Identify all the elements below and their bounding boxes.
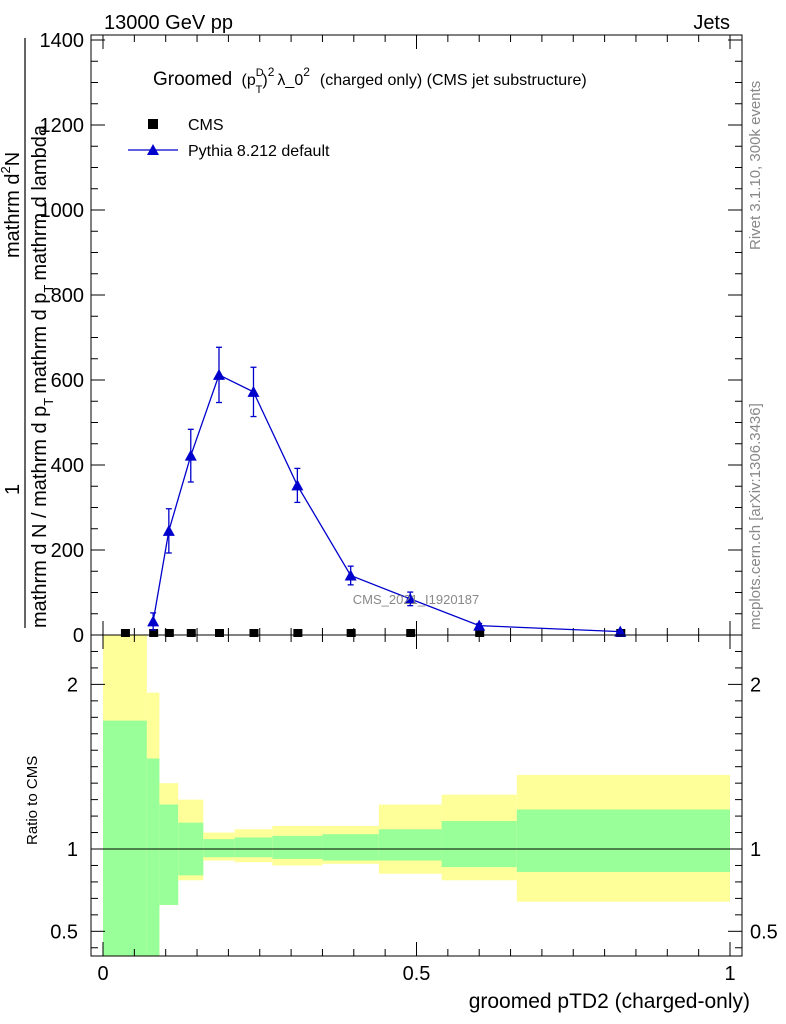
title-lambda-sup: 2 (303, 65, 310, 79)
title-paren-close: ) (262, 72, 267, 89)
analysis-watermark: CMS_2021_I1920187 (353, 592, 480, 607)
cms-point-6 (293, 629, 303, 637)
y-tick-label-3: 600 (51, 370, 84, 392)
x-tick-label-0: 0 (97, 963, 108, 985)
y-label-t1: T (41, 398, 56, 406)
plot-title: Groomed (pD T)2 λ_02 (charged only) (CMS je… (153, 65, 587, 96)
y-label-top-sup: 2 (0, 166, 13, 173)
pythia-line (152, 373, 621, 633)
ratio-axes: 0 0.5 1 0.5 0.5 1 1 2 2 (50, 635, 778, 985)
pythia-point-6 (344, 569, 357, 581)
ratio-y-tick-label-right-1: 1 (750, 839, 761, 861)
y-label-top: mathrm d2N (0, 152, 24, 258)
mcplots-label: mcplots.cern.ch [arXiv:1306.3436] (747, 403, 764, 630)
ratio-y-tick-label-0: 0.5 (50, 921, 78, 943)
cms-point-9 (475, 629, 485, 637)
y-label-mid: mathrm d p (29, 293, 51, 394)
y-axis-label: 1 mathrm d N / mathrm d pTmathrm d pTmat… (0, 38, 56, 628)
y-label-t2: T (41, 285, 56, 293)
cms-point-5 (249, 629, 259, 637)
title-p: p (247, 72, 256, 89)
cms-point-7 (346, 629, 356, 637)
x-tick-label-2: 1 (724, 963, 735, 985)
ratio-band-inner-7 (322, 834, 379, 861)
legend: CMS Pythia 8.212 default (128, 117, 330, 160)
ratio-y-tick-label-right-0: 0.5 (750, 921, 778, 943)
x-tick-label-1: 0.5 (403, 963, 431, 985)
y-tick-label-7: 1400 (40, 30, 85, 52)
ratio-band-inner-4 (203, 839, 235, 858)
pythia-point-3 (212, 368, 225, 380)
y-label-numerator: 1 (2, 484, 24, 495)
y-label-top-d: mathrm d (2, 174, 24, 258)
title-sub-t: T (256, 84, 263, 96)
title-lambda: λ_0 (277, 72, 303, 89)
y-tick-label-0: 0 (73, 625, 84, 647)
pythia-point-2 (184, 449, 197, 461)
legend-marker-pythia (147, 144, 159, 155)
pythia-point-1 (162, 524, 175, 536)
cms-point-4 (214, 629, 224, 637)
ratio-band-inner-2 (159, 804, 179, 905)
pythia-point-4 (247, 385, 260, 397)
y-label-left: mathrm d N / mathrm d p (29, 406, 51, 628)
pythia-point-9 (614, 625, 627, 637)
ratio-y-tick-label-right-2: 2 (750, 674, 761, 696)
ratio-bands (103, 635, 730, 956)
cms-point-8 (406, 629, 416, 637)
y-tick-label-5: 1000 (40, 200, 85, 222)
pythia-point-7 (404, 592, 417, 604)
pythia-point-8 (473, 619, 486, 631)
header-right: Jets (693, 12, 730, 34)
legend-marker-cms (148, 119, 158, 129)
legend-label-pythia: Pythia 8.212 default (188, 143, 330, 160)
cms-point-3 (186, 629, 196, 637)
y-label-top-n: N (2, 152, 24, 166)
ratio-y-label: Ratio to CMS (24, 756, 41, 845)
ratio-y-tick-label-2: 2 (67, 674, 78, 696)
x-axis-label: groomed pTD2 (charged-only) (469, 990, 750, 1013)
ratio-band-inner-10 (516, 809, 730, 873)
y-label-end: mathrm d lambda (29, 124, 51, 280)
rivet-label: Rivet 3.1.10, 300k events (747, 81, 764, 250)
pythia-point-5 (291, 479, 304, 491)
pythia-point-0 (147, 615, 160, 627)
title-prefix: Groomed (153, 69, 232, 90)
legend-label-cms: CMS (188, 117, 224, 134)
title-suffix: (charged only) (CMS jet substructure) (320, 72, 587, 89)
y-label-denominator: mathrm d N / mathrm d pTmathrm d pTmathr… (29, 124, 56, 628)
ratio-band-inner-1 (146, 758, 160, 956)
title-sup-2: 2 (268, 65, 275, 79)
ratio-band-inner-9 (441, 821, 517, 868)
ratio-band-inner-8 (378, 829, 442, 861)
cms-point-0 (120, 629, 130, 637)
ratio-y-tick-label-1: 1 (67, 839, 78, 861)
title-paren-open: ( (241, 72, 247, 89)
title-sup-d: D (256, 67, 264, 79)
ratio-band-inner-0 (103, 720, 147, 956)
y-tick-label-6: 1200 (40, 115, 85, 137)
series-layer (120, 346, 627, 637)
cms-point-1 (149, 629, 159, 637)
y-tick-label-4: 800 (51, 285, 84, 307)
ratio-band-inner-6 (272, 835, 323, 859)
y-tick-label-1: 200 (51, 540, 84, 562)
y-tick-label-2: 400 (51, 455, 84, 477)
ratio-band-inner-5 (234, 837, 273, 858)
ratio-frame (90, 634, 743, 957)
cms-point-2 (164, 629, 174, 637)
header-left: 13000 GeV pp (104, 12, 233, 34)
main-axes: 0 200 400 600 800 1000 1200 1400 (40, 30, 742, 647)
